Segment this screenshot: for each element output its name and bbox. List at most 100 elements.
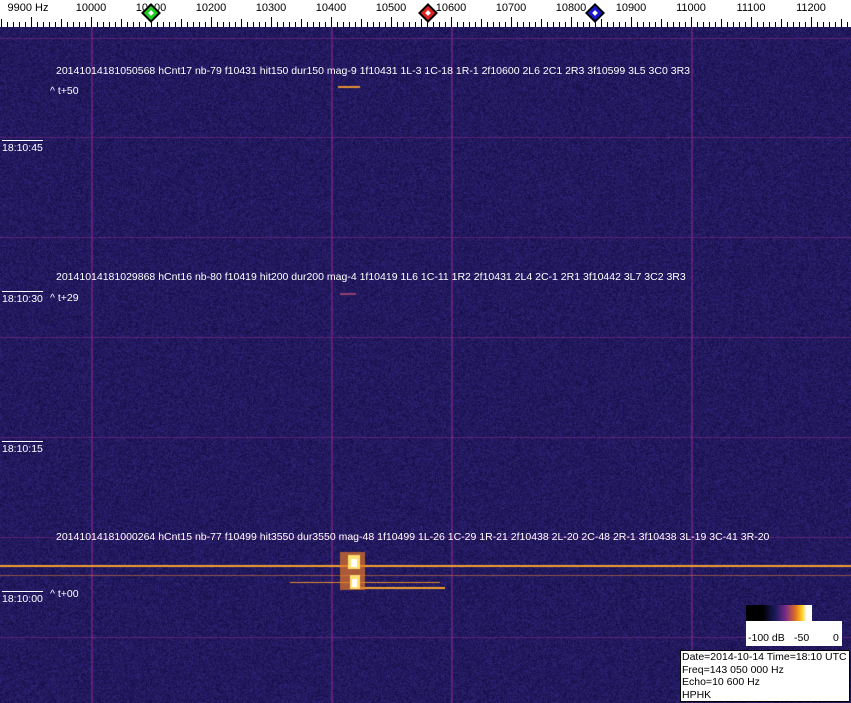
- colorbar-label-min: -100 dB: [748, 632, 785, 644]
- ruler-tick: [487, 22, 488, 27]
- ruler-tick: [319, 22, 320, 27]
- ruler-tick: [175, 22, 176, 27]
- ruler-tick: [373, 22, 374, 27]
- ruler-tick: [85, 22, 86, 27]
- ruler-tick: [343, 22, 344, 27]
- info-freq: Freq=143 050 000 Hz: [682, 663, 784, 676]
- ruler-tick: [451, 17, 452, 27]
- ruler-tick: [73, 22, 74, 27]
- ruler-tick: [805, 22, 806, 27]
- frequency-label: 10400: [315, 2, 347, 14]
- ruler-tick: [169, 22, 170, 27]
- ruler-tick: [655, 22, 656, 27]
- ruler-tick: [79, 22, 80, 27]
- ruler-tick: [325, 22, 326, 27]
- ruler-tick: [559, 22, 560, 27]
- ruler-tick: [409, 22, 410, 27]
- ruler-tick: [523, 22, 524, 27]
- frequency-label: 9900 Hz: [7, 2, 49, 14]
- ruler-tick: [367, 22, 368, 27]
- ruler-tick: [187, 22, 188, 27]
- ruler-tick: [679, 22, 680, 27]
- ruler-tick: [253, 22, 254, 27]
- ruler-tick: [529, 22, 530, 27]
- ruler-tick: [721, 19, 722, 27]
- ruler-tick: [445, 22, 446, 27]
- info-box: Date=2014-10-14 Time=18:10 UTC Freq=143 …: [680, 650, 850, 702]
- ruler-tick: [355, 22, 356, 27]
- colorbar-label-max: 0: [833, 632, 839, 644]
- frequency-ruler: 9900 Hz100001010010200103001040010500106…: [0, 0, 851, 27]
- frequency-label: 10900: [615, 2, 647, 14]
- frequency-label: 11000: [676, 2, 706, 14]
- ruler-tick: [91, 17, 92, 27]
- frequency-label: 10000: [75, 2, 107, 14]
- ruler-tick: [757, 22, 758, 27]
- ruler-tick: [37, 22, 38, 27]
- ruler-tick: [379, 22, 380, 27]
- ruler-tick: [727, 22, 728, 27]
- ruler-tick: [775, 22, 776, 27]
- ruler-tick: [703, 22, 704, 27]
- ruler-tick: [265, 22, 266, 27]
- ruler-tick: [391, 17, 392, 27]
- ruler-tick: [145, 22, 146, 27]
- ruler-tick: [229, 22, 230, 27]
- ruler-tick: [115, 22, 116, 27]
- ruler-tick: [739, 22, 740, 27]
- ruler-tick: [643, 22, 644, 27]
- ruler-tick: [499, 22, 500, 27]
- ruler-tick: [127, 22, 128, 27]
- detection-line-3: 20141014181000264 hCnt15 nb-77 f10499 hi…: [56, 531, 770, 543]
- frequency-label: 10700: [495, 2, 527, 14]
- ruler-tick: [19, 22, 20, 27]
- ruler-tick: [835, 22, 836, 27]
- ruler-tick: [421, 19, 422, 27]
- ruler-tick: [223, 22, 224, 27]
- ruler-tick: [595, 22, 596, 27]
- ruler-tick: [361, 19, 362, 27]
- ruler-tick: [277, 22, 278, 27]
- ruler-tick: [541, 19, 542, 27]
- ruler-tick: [607, 22, 608, 27]
- ruler-tick: [601, 19, 602, 27]
- ruler-tick: [763, 22, 764, 27]
- ruler-tick: [139, 22, 140, 27]
- ruler-tick: [271, 17, 272, 27]
- ruler-tick: [661, 19, 662, 27]
- ruler-tick: [565, 22, 566, 27]
- ruler-tick: [733, 22, 734, 27]
- ruler-tick: [67, 22, 68, 27]
- ruler-tick: [235, 22, 236, 27]
- ruler-tick: [847, 22, 848, 27]
- ruler-tick: [571, 17, 572, 27]
- ruler-tick: [181, 19, 182, 27]
- ruler-tick: [295, 22, 296, 27]
- ruler-tick: [787, 22, 788, 27]
- detection-offset-2: ^ t+29: [50, 292, 79, 304]
- ruler-tick: [163, 22, 164, 27]
- ruler-tick: [553, 22, 554, 27]
- colorbar-scale: -100 dB -50 0: [746, 621, 842, 646]
- info-echo: Echo=10 600 Hz: [682, 676, 760, 688]
- ruler-tick: [289, 22, 290, 27]
- ruler-tick: [475, 22, 476, 27]
- ruler-tick: [691, 17, 692, 27]
- ruler-tick: [397, 22, 398, 27]
- ruler-tick: [715, 22, 716, 27]
- ruler-tick: [577, 22, 578, 27]
- ruler-tick: [493, 22, 494, 27]
- ruler-tick: [43, 22, 44, 27]
- ruler-tick: [7, 22, 8, 27]
- ruler-tick: [619, 22, 620, 27]
- ruler-tick: [457, 22, 458, 27]
- ruler-tick: [349, 22, 350, 27]
- ruler-tick: [793, 22, 794, 27]
- ruler-tick: [673, 22, 674, 27]
- ruler-tick: [697, 22, 698, 27]
- ruler-tick: [103, 22, 104, 27]
- frequency-label: 10200: [195, 2, 227, 14]
- frequency-label: 11200: [796, 2, 826, 14]
- ruler-tick: [157, 22, 158, 27]
- ruler-tick: [505, 22, 506, 27]
